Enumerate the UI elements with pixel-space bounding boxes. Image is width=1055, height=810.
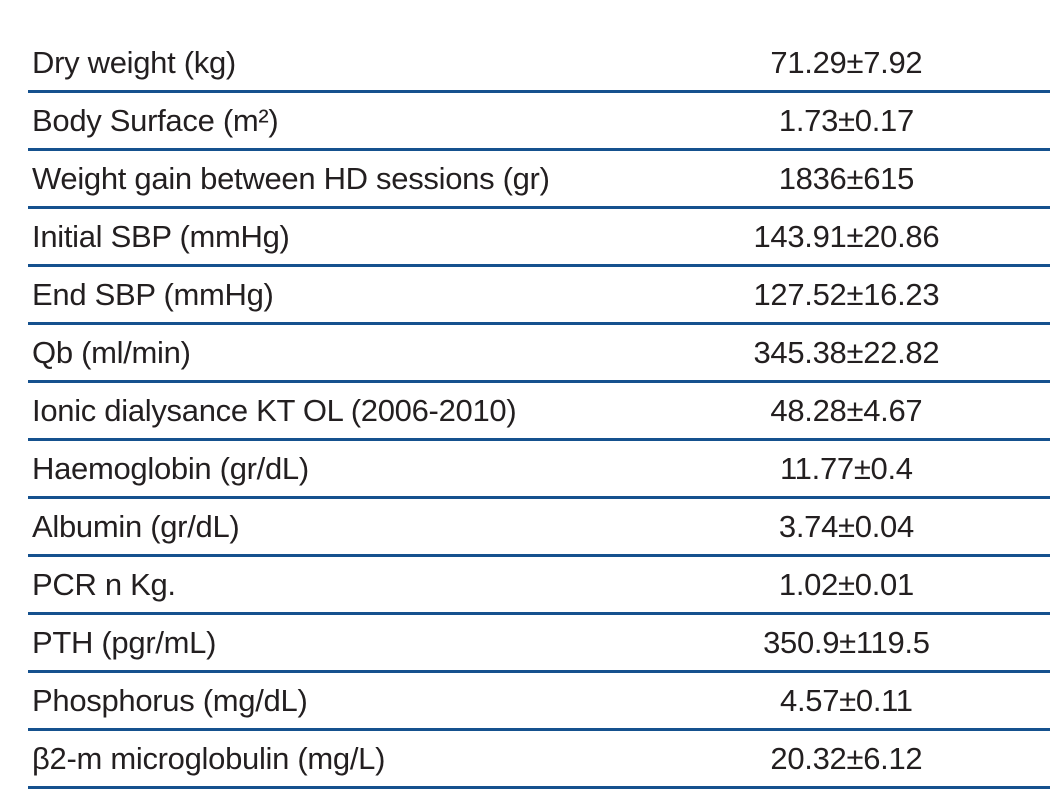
parameter-label: Body Surface (m²): [32, 102, 279, 138]
table-row: Body Surface (m²) 1.73±0.17: [28, 93, 1050, 151]
table-row: Haemoglobin (gr/dL) 11.77±0.4: [28, 441, 1050, 499]
parameter-value: 1.02±0.01: [778, 566, 914, 602]
table-row: Initial SBP (mmHg) 143.91±20.86: [28, 209, 1050, 267]
parameter-label: Dry weight (kg): [32, 44, 236, 80]
parameter-label: Haemoglobin (gr/dL): [32, 450, 309, 486]
parameter-label: Ionic dialysance KT OL (2006-2010): [32, 392, 517, 428]
parameter-value: 143.91±20.86: [753, 218, 940, 254]
parameter-value: 71.29±7.92: [770, 44, 923, 80]
parameter-value: 345.38±22.82: [753, 334, 940, 370]
table-row: Weight gain between HD sessions (gr) 183…: [28, 151, 1050, 209]
table-row: Dry weight (kg) 71.29±7.92: [28, 35, 1050, 93]
patient-parameters-table: Dry weight (kg) 71.29±7.92 Body Surface …: [28, 35, 1050, 789]
parameter-label: Initial SBP (mmHg): [32, 218, 290, 254]
parameter-value: 4.57±0.11: [780, 682, 913, 718]
table-row: PTH (pgr/mL) 350.9±119.5: [28, 615, 1050, 673]
table-row: End SBP (mmHg) 127.52±16.23: [28, 267, 1050, 325]
parameter-label: End SBP (mmHg): [32, 276, 274, 312]
parameter-value: 48.28±4.67: [770, 392, 923, 428]
parameter-label: Albumin (gr/dL): [32, 508, 240, 544]
parameter-value: 1836±615: [778, 160, 915, 196]
parameter-value: 3.74±0.04: [778, 508, 914, 544]
parameter-value: 20.32±6.12: [770, 740, 923, 776]
parameter-label: Phosphorus (mg/dL): [32, 682, 308, 718]
parameter-label: PTH (pgr/mL): [32, 624, 217, 660]
parameter-value: 127.52±16.23: [753, 276, 940, 312]
table-row: Ionic dialysance KT OL (2006-2010) 48.28…: [28, 383, 1050, 441]
parameter-label: Weight gain between HD sessions (gr): [32, 160, 550, 196]
parameter-label: Qb (ml/min): [32, 334, 191, 370]
parameter-value: 11.77±0.4: [780, 450, 913, 486]
parameter-label: PCR n Kg.: [32, 566, 176, 602]
table-row: Albumin (gr/dL) 3.74±0.04: [28, 499, 1050, 557]
parameter-value: 350.9±119.5: [763, 624, 930, 660]
table-row: PCR n Kg. 1.02±0.01: [28, 557, 1050, 615]
table-row: Qb (ml/min) 345.38±22.82: [28, 325, 1050, 383]
table-row: β2-m microglobulin (mg/L) 20.32±6.12: [28, 731, 1050, 789]
parameter-label: β2-m microglobulin (mg/L): [32, 740, 386, 776]
table-row: Phosphorus (mg/dL) 4.57±0.11: [28, 673, 1050, 731]
parameter-value: 1.73±0.17: [778, 102, 914, 138]
